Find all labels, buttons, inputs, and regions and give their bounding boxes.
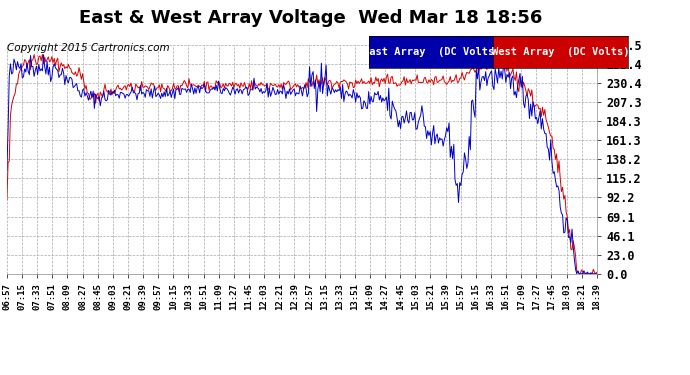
Text: East Array  (DC Volts): East Array (DC Volts) xyxy=(362,46,500,57)
Text: Copyright 2015 Cartronics.com: Copyright 2015 Cartronics.com xyxy=(7,43,170,53)
Text: West Array  (DC Volts): West Array (DC Volts) xyxy=(492,46,629,57)
Text: East & West Array Voltage  Wed Mar 18 18:56: East & West Array Voltage Wed Mar 18 18:… xyxy=(79,9,542,27)
